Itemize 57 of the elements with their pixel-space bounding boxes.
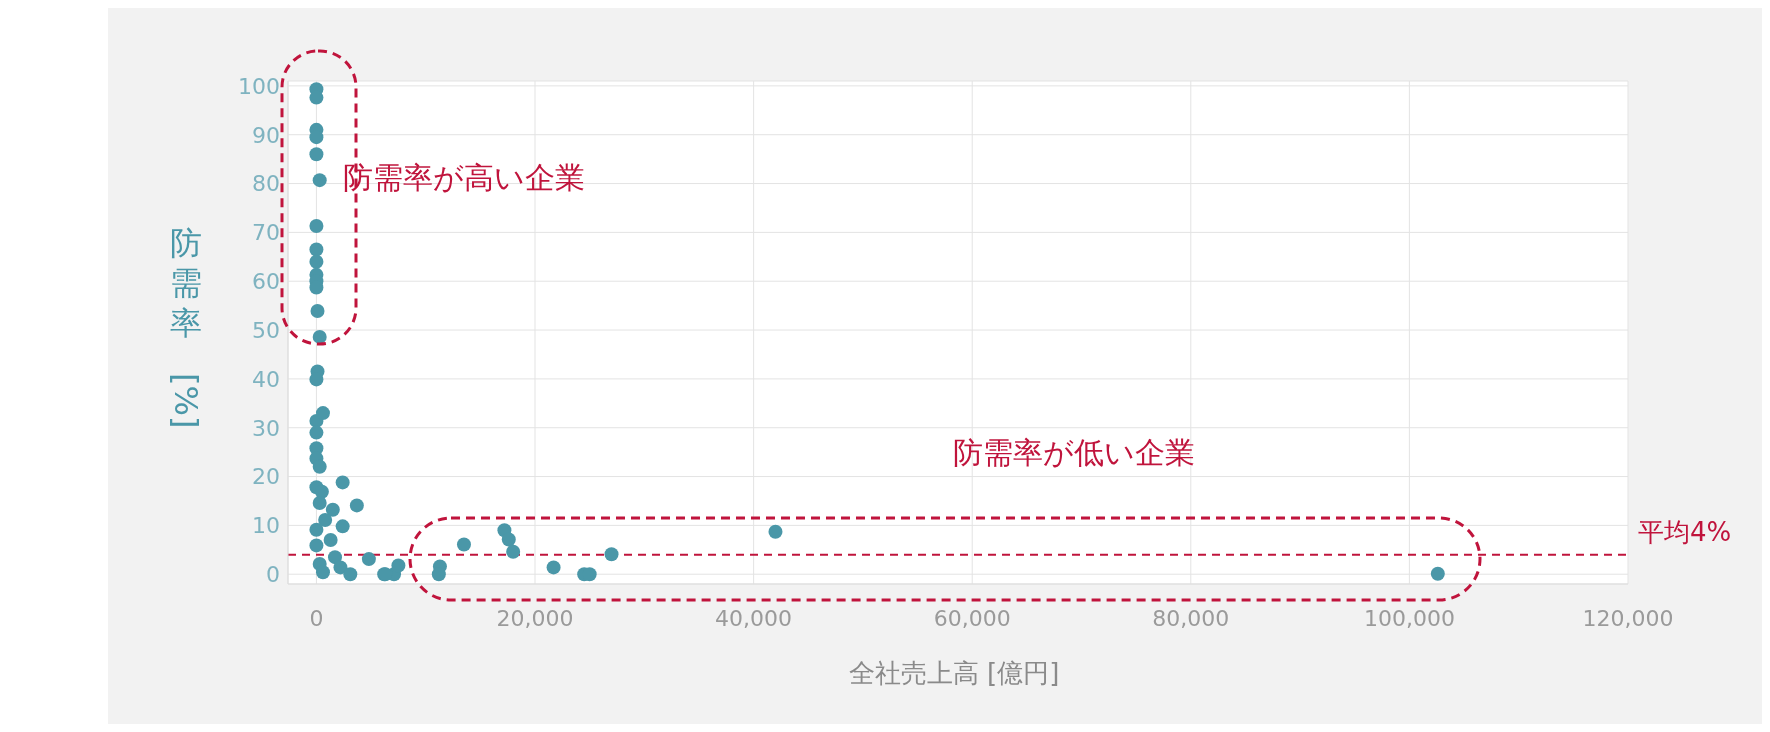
x-tick-label: 20,000 bbox=[496, 605, 574, 631]
point bbox=[312, 329, 327, 344]
point bbox=[309, 147, 324, 162]
point bbox=[333, 560, 348, 575]
point bbox=[604, 547, 619, 562]
x-tick-label: 60,000 bbox=[933, 605, 1011, 631]
y-tick-label: 100 bbox=[238, 73, 280, 99]
y-tick-label: 80 bbox=[252, 171, 280, 197]
point bbox=[309, 242, 324, 257]
point bbox=[349, 498, 364, 513]
annotation: 防需率が低い企業 bbox=[953, 434, 1195, 472]
point bbox=[318, 513, 333, 528]
point bbox=[501, 532, 516, 547]
point bbox=[323, 533, 338, 548]
point bbox=[312, 173, 327, 188]
point bbox=[361, 552, 376, 567]
point bbox=[309, 219, 324, 234]
y-axis-title: 防需率 [%] bbox=[166, 223, 206, 429]
point bbox=[309, 538, 324, 553]
point bbox=[546, 560, 561, 575]
y-tick-label: 40 bbox=[252, 366, 280, 392]
x-tick-label: 80,000 bbox=[1152, 605, 1230, 631]
point bbox=[310, 304, 325, 319]
point bbox=[309, 522, 324, 537]
annotation: 防需率が高い企業 bbox=[343, 159, 585, 197]
point bbox=[312, 495, 327, 510]
point bbox=[309, 425, 324, 440]
y-tick-label: 20 bbox=[252, 464, 280, 490]
y-tick-label: 50 bbox=[252, 317, 280, 343]
point bbox=[431, 567, 446, 582]
point bbox=[315, 406, 330, 421]
point bbox=[312, 459, 327, 474]
point bbox=[768, 524, 783, 539]
y-tick-label: 90 bbox=[252, 122, 280, 148]
x-tick-label: 100,000 bbox=[1363, 605, 1455, 631]
point bbox=[315, 565, 330, 580]
y-tick-label: 30 bbox=[252, 415, 280, 441]
point bbox=[328, 550, 342, 565]
y-tick-label: 60 bbox=[252, 269, 280, 295]
y-tick-label: 10 bbox=[252, 513, 280, 539]
x-tick-label: 0 bbox=[309, 605, 324, 631]
point bbox=[343, 567, 358, 582]
y-tick-label: 0 bbox=[266, 562, 280, 588]
point bbox=[335, 475, 350, 490]
point bbox=[506, 544, 521, 559]
x-tick-label: 120,000 bbox=[1582, 605, 1674, 631]
y-tick-label: 70 bbox=[252, 220, 280, 246]
point bbox=[309, 372, 324, 387]
x-axis-title: 全社売上高 [億円] bbox=[847, 657, 1061, 690]
point bbox=[325, 502, 340, 517]
point bbox=[456, 537, 471, 552]
x-tick-label: 40,000 bbox=[715, 605, 793, 631]
point bbox=[309, 254, 324, 269]
point bbox=[335, 519, 350, 534]
point bbox=[391, 558, 406, 573]
point bbox=[1430, 566, 1445, 581]
ref-line-label: 平均4% bbox=[1638, 516, 1732, 547]
